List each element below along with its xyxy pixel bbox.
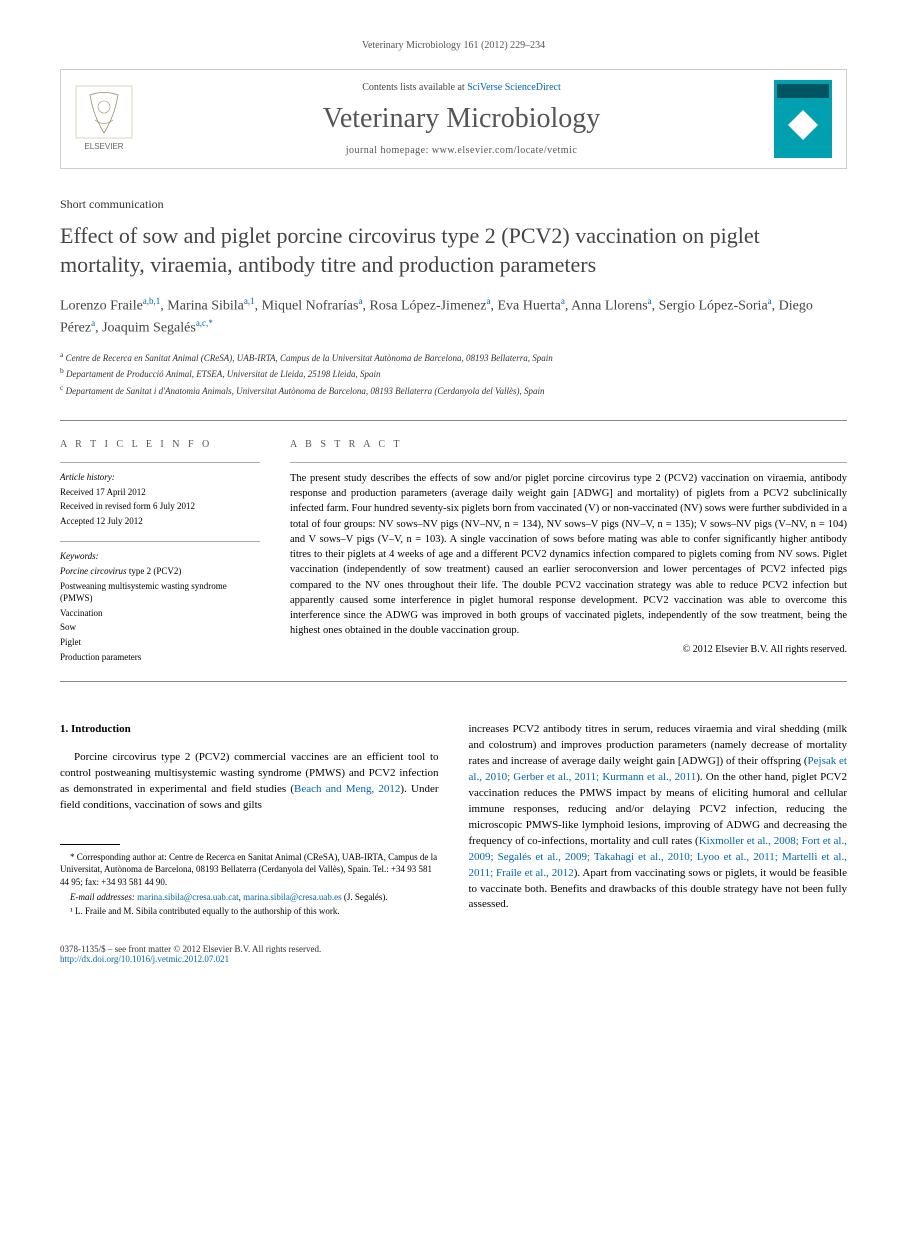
journal-name: Veterinary Microbiology [149, 103, 774, 135]
abstract-divider [290, 462, 847, 463]
keyword-item: Production parameters [60, 651, 260, 664]
issn-line: 0378-1135/$ – see front matter © 2012 El… [60, 944, 847, 954]
journal-reference: Veterinary Microbiology 161 (2012) 229–2… [60, 40, 847, 51]
keyword-item: Postweaning multisystemic wasting syndro… [60, 580, 260, 605]
corresponding-author-note: * Corresponding author at: Centre de Rec… [60, 851, 439, 889]
keyword-item: Porcine circovirus type 2 (PCV2) [60, 565, 260, 578]
footer-left: 0378-1135/$ – see front matter © 2012 El… [60, 944, 847, 964]
info-divider [60, 462, 260, 463]
affiliation-c: c Departament de Sanitat i d'Anatomia An… [60, 382, 847, 399]
email-line: E-mail addresses: marina.sibila@cresa.ua… [60, 891, 439, 904]
body-right-column: increases PCV2 antibody titres in serum,… [469, 722, 848, 920]
keywords-list: Porcine circovirus type 2 (PCV2) Postwean… [60, 565, 260, 663]
received-date: Received 17 April 2012 [60, 486, 260, 499]
copyright-line: © 2012 Elsevier B.V. All rights reserved… [290, 644, 847, 655]
abstract-column: A B S T R A C T The present study descri… [290, 425, 847, 677]
equal-contribution-note: ¹ L. Fraile and M. Sibila contributed eq… [60, 905, 439, 918]
body-two-column: 1. Introduction Porcine circovirus type … [60, 722, 847, 920]
keywords-heading: Keywords: [60, 550, 260, 563]
revised-date: Received in revised form 6 July 2012 [60, 500, 260, 513]
affiliations: a Centre de Recerca en Sanitat Animal (C… [60, 349, 847, 399]
homepage-prefix: journal homepage: [346, 145, 432, 156]
intro-para-right: increases PCV2 antibody titres in serum,… [469, 722, 848, 913]
authors-list: Lorenzo Frailea,b,1, Marina Sibilaa,1, M… [60, 295, 847, 338]
email-label: E-mail addresses: [70, 892, 135, 902]
email-link-2[interactable]: marina.sibila@cresa.uab.es [243, 892, 342, 902]
keywords-block: Keywords: Porcine circovirus type 2 (PCV… [60, 550, 260, 663]
info-abstract-row: A R T I C L E I N F O Article history: R… [60, 425, 847, 677]
footnotes-block: * Corresponding author at: Centre de Rec… [60, 851, 439, 918]
email-suffix: (J. Segalés). [342, 892, 388, 902]
affiliation-b: b Departament de Producció Animal, ETSEA… [60, 365, 847, 382]
footer-line: 0378-1135/$ – see front matter © 2012 El… [60, 944, 847, 964]
affiliation-a: a Centre de Recerca en Sanitat Animal (C… [60, 349, 847, 366]
email-link-1[interactable]: marina.sibila@cresa.uab.cat [137, 892, 239, 902]
contents-available-line: Contents lists available at SciVerse Sci… [149, 82, 774, 93]
article-info-heading: A R T I C L E I N F O [60, 439, 260, 450]
sciencedirect-link[interactable]: SciVerse ScienceDirect [467, 82, 561, 93]
keyword-item: Piglet [60, 636, 260, 649]
article-type: Short communication [60, 197, 847, 212]
contents-prefix: Contents lists available at [362, 82, 467, 93]
journal-cover-thumbnail [774, 80, 832, 158]
ref-beach-meng[interactable]: Beach and Meng, 2012 [294, 783, 400, 795]
divider-bottom [60, 681, 847, 682]
journal-header-box: ELSEVIER Contents lists available at Sci… [60, 69, 847, 169]
header-center: Contents lists available at SciVerse Sci… [149, 82, 774, 156]
homepage-url[interactable]: www.elsevier.com/locate/vetmic [432, 145, 577, 156]
accepted-date: Accepted 12 July 2012 [60, 515, 260, 528]
abstract-text: The present study describes the effects … [290, 471, 847, 638]
abstract-heading: A B S T R A C T [290, 439, 847, 450]
doi-link[interactable]: http://dx.doi.org/10.1016/j.vetmic.2012.… [60, 954, 229, 964]
history-heading: Article history: [60, 471, 260, 484]
divider-top [60, 420, 847, 421]
intro-para-left: Porcine circovirus type 2 (PCV2) commerc… [60, 750, 439, 814]
info-divider-2 [60, 541, 260, 542]
elsevier-text: ELSEVIER [84, 142, 123, 151]
right-text-1: increases PCV2 antibody titres in serum,… [469, 723, 848, 767]
footnote-divider [60, 844, 120, 845]
introduction-heading: 1. Introduction [60, 722, 439, 738]
elsevier-logo: ELSEVIER [75, 85, 133, 153]
article-history-block: Article history: Received 17 April 2012 … [60, 471, 260, 527]
keyword-item: Vaccination [60, 607, 260, 620]
body-left-column: 1. Introduction Porcine circovirus type … [60, 722, 439, 920]
homepage-line: journal homepage: www.elsevier.com/locat… [149, 145, 774, 156]
article-info-column: A R T I C L E I N F O Article history: R… [60, 425, 260, 677]
article-title: Effect of sow and piglet porcine circovi… [60, 222, 847, 279]
keyword-item: Sow [60, 621, 260, 634]
